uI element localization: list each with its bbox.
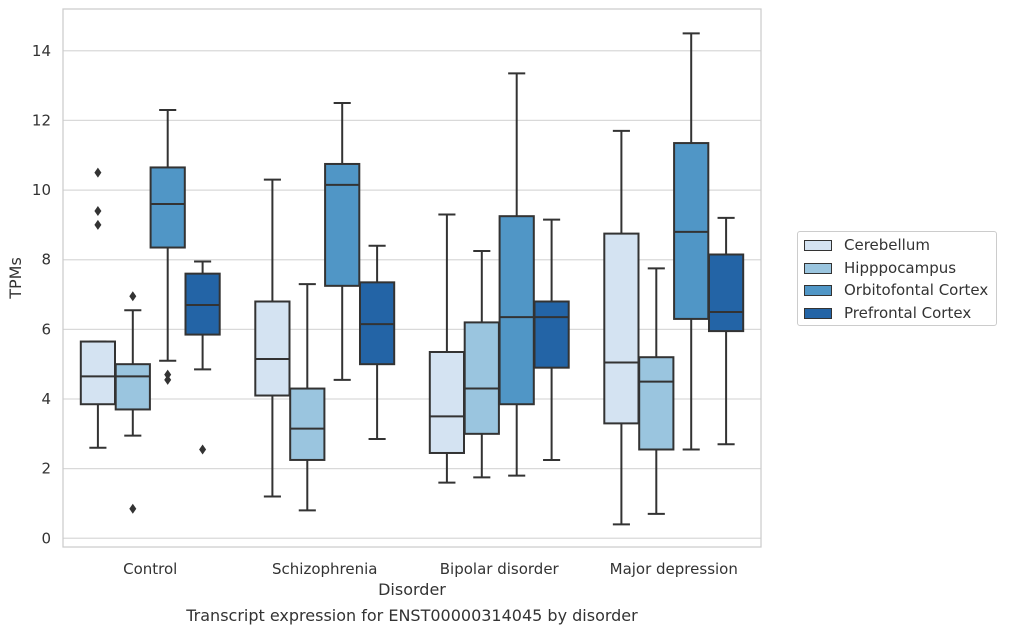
series-hipppocampus bbox=[114, 250, 675, 515]
y-tick-labels: 0 2 4 6 8 10 12 14 bbox=[32, 42, 51, 548]
plot-frame bbox=[62, 8, 762, 548]
box-orbitofontal-cortex-schizophrenia bbox=[324, 102, 361, 381]
y-tick-label-2: 2 bbox=[41, 460, 51, 478]
box-series bbox=[79, 32, 745, 526]
box-cerebellum-major-depression bbox=[603, 129, 640, 526]
box-cerebellum-schizophrenia bbox=[254, 178, 291, 498]
box-cerebellum-control bbox=[79, 167, 117, 449]
legend-swatch-hipppocampus bbox=[804, 262, 832, 274]
y-tick-label-0: 0 bbox=[41, 529, 51, 547]
outlier-point bbox=[94, 167, 102, 178]
legend: Cerebellum Hipppocampus Orbitofontal Cor… bbox=[797, 231, 997, 326]
legend-item-cerebellum: Cerebellum bbox=[804, 235, 930, 255]
box-iqr bbox=[638, 356, 675, 451]
legend-item-prefrontal-cortex: Prefrontal Cortex bbox=[804, 303, 971, 323]
legend-swatch-prefrontal-cortex bbox=[804, 307, 832, 319]
box-iqr bbox=[149, 166, 186, 249]
box-iqr bbox=[463, 321, 500, 435]
y-tick-label-4: 4 bbox=[41, 390, 51, 408]
outlier-point bbox=[94, 219, 102, 230]
box-iqr bbox=[254, 300, 291, 397]
legend-label-prefrontal-cortex: Prefrontal Cortex bbox=[844, 304, 972, 322]
box-prefrontal-cortex-control bbox=[184, 260, 221, 455]
box-iqr bbox=[114, 363, 151, 411]
y-tick-label-14: 14 bbox=[32, 42, 51, 60]
box-cerebellum-bipolar-disorder bbox=[428, 213, 466, 484]
box-iqr bbox=[498, 215, 535, 406]
box-hipppocampus-bipolar-disorder bbox=[463, 250, 500, 479]
figure-caption: Transcript expression for ENST0000031404… bbox=[186, 606, 638, 625]
legend-swatch-orbitofontal-cortex bbox=[804, 284, 832, 296]
legend-item-hipppocampus: Hipppocampus bbox=[804, 258, 956, 278]
box-prefrontal-cortex-bipolar-disorder bbox=[533, 218, 570, 461]
legend-label-orbitofontal-cortex: Orbitofontal Cortex bbox=[844, 281, 989, 299]
series-orbitofontal-cortex bbox=[149, 32, 710, 477]
box-iqr bbox=[428, 350, 466, 454]
x-axis-label: Disorder bbox=[378, 580, 446, 599]
y-axis-label: TPMs bbox=[6, 257, 25, 300]
box-iqr bbox=[533, 300, 570, 369]
outlier-point bbox=[129, 503, 137, 514]
legend-swatch-cerebellum bbox=[804, 239, 832, 251]
box-orbitofontal-cortex-bipolar-disorder bbox=[498, 72, 535, 477]
box-hipppocampus-control bbox=[114, 291, 151, 514]
outlier-point bbox=[164, 369, 172, 380]
outlier-point bbox=[94, 205, 102, 216]
legend-label-cerebellum: Cerebellum bbox=[844, 236, 930, 254]
x-tick-label-major-depression: Major depression bbox=[610, 560, 738, 578]
box-prefrontal-cortex-major-depression bbox=[707, 216, 745, 446]
box-iqr bbox=[707, 253, 745, 333]
box-iqr bbox=[79, 340, 117, 406]
legend-label-hipppocampus: Hipppocampus bbox=[844, 259, 957, 277]
series-prefrontal-cortex bbox=[184, 216, 745, 461]
x-tick-label-bipolar-disorder: Bipolar disorder bbox=[440, 560, 560, 578]
y-tick-label-6: 6 bbox=[41, 320, 51, 338]
legend-item-orbitofontal-cortex: Orbitofontal Cortex bbox=[804, 280, 988, 300]
outlier-point bbox=[199, 444, 207, 455]
x-tick-label-schizophrenia: Schizophrenia bbox=[272, 560, 377, 578]
box-iqr bbox=[289, 387, 326, 461]
outlier-point bbox=[129, 291, 137, 302]
box-hipppocampus-schizophrenia bbox=[289, 283, 326, 512]
box-hipppocampus-major-depression bbox=[638, 267, 675, 515]
y-tick-label-8: 8 bbox=[41, 251, 51, 269]
box-orbitofontal-cortex-major-depression bbox=[673, 32, 710, 451]
outlier-point bbox=[164, 374, 172, 385]
box-iqr bbox=[324, 162, 361, 287]
y-tick-label-10: 10 bbox=[32, 181, 51, 199]
y-tick-label-12: 12 bbox=[32, 111, 51, 129]
x-tick-labels: Control Schizophrenia Bipolar disorder Majo… bbox=[123, 560, 738, 578]
box-iqr bbox=[603, 232, 640, 425]
box-prefrontal-cortex-schizophrenia bbox=[358, 244, 396, 441]
box-orbitofontal-cortex-control bbox=[149, 108, 186, 385]
x-tick-label-control: Control bbox=[123, 560, 177, 578]
